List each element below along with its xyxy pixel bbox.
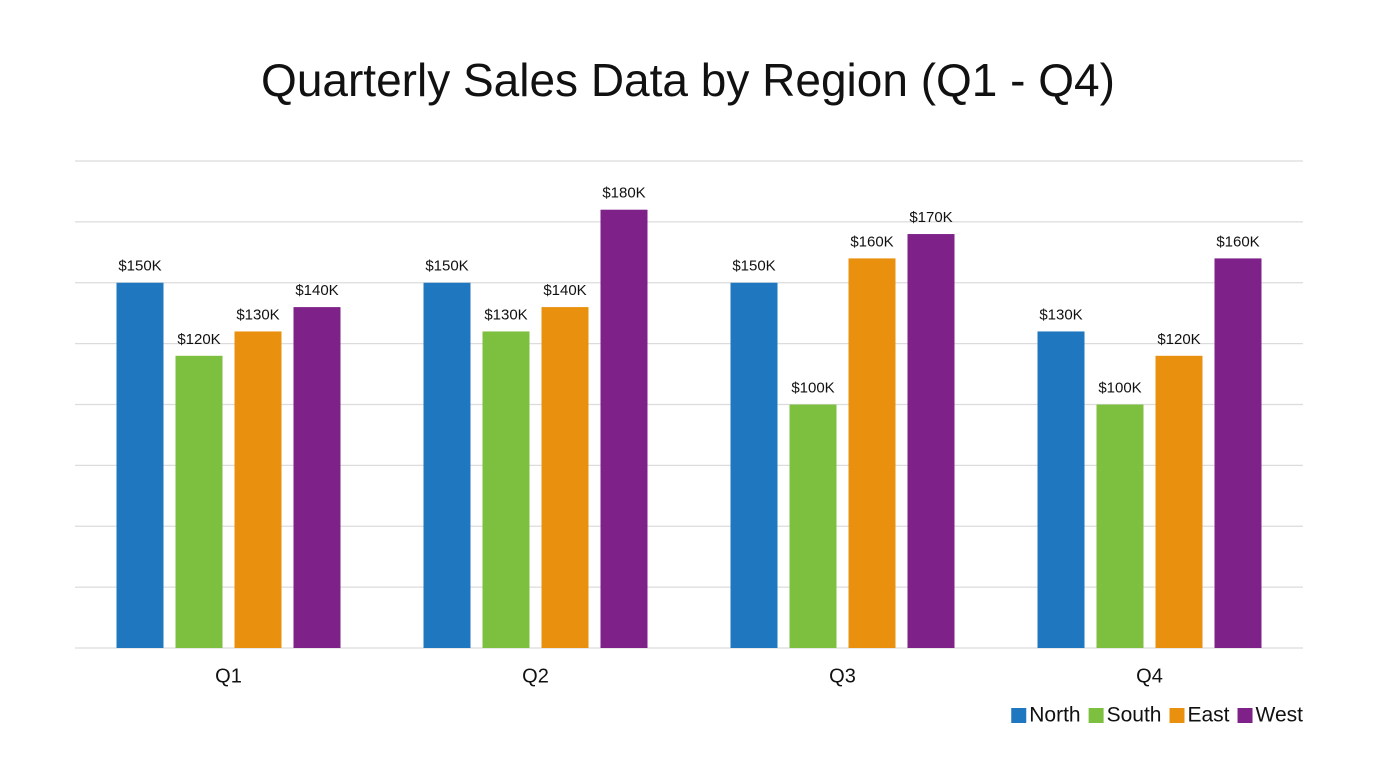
value-label: $140K <box>543 282 586 299</box>
bar <box>1155 355 1203 648</box>
bar <box>1096 404 1144 648</box>
bar <box>730 282 778 648</box>
legend-label: West <box>1256 704 1304 727</box>
legend-label: East <box>1188 704 1230 727</box>
x-tick-label: Q4 <box>1136 665 1163 687</box>
chart-title: Quarterly Sales Data by Region (Q1 - Q4) <box>261 54 1115 106</box>
bar <box>541 307 589 648</box>
legend-swatch <box>1088 708 1104 723</box>
bar <box>789 404 837 648</box>
value-label: $150K <box>732 258 775 275</box>
legend-swatch <box>1011 708 1027 723</box>
bar <box>482 331 530 648</box>
bar <box>175 355 223 648</box>
bar <box>600 209 648 648</box>
bar <box>423 282 471 648</box>
value-label: $160K <box>850 233 893 250</box>
value-label: $160K <box>1216 233 1259 250</box>
legend-swatch <box>1237 708 1253 723</box>
value-label: $170K <box>909 209 952 226</box>
value-label: $150K <box>425 258 468 275</box>
value-label: $130K <box>1039 306 1082 323</box>
bar <box>293 307 341 648</box>
bar <box>116 282 164 648</box>
x-tick-label: Q2 <box>522 665 549 687</box>
legend-swatch <box>1169 708 1185 723</box>
bar <box>848 258 896 648</box>
legend-label: North <box>1029 704 1080 727</box>
value-label: $140K <box>295 282 338 299</box>
value-label: $100K <box>791 379 834 396</box>
legend-label: South <box>1107 704 1162 727</box>
value-label: $120K <box>177 331 220 348</box>
value-label: $120K <box>1157 331 1200 348</box>
bar <box>234 331 282 648</box>
value-label: $150K <box>118 258 161 275</box>
value-label: $180K <box>602 185 645 202</box>
value-label: $130K <box>484 306 527 323</box>
bar <box>907 234 955 649</box>
x-tick-label: Q3 <box>829 665 856 687</box>
value-label: $130K <box>236 306 279 323</box>
x-tick-label: Q1 <box>215 665 242 687</box>
value-label: $100K <box>1098 379 1141 396</box>
bar <box>1037 331 1085 648</box>
bar <box>1214 258 1262 648</box>
